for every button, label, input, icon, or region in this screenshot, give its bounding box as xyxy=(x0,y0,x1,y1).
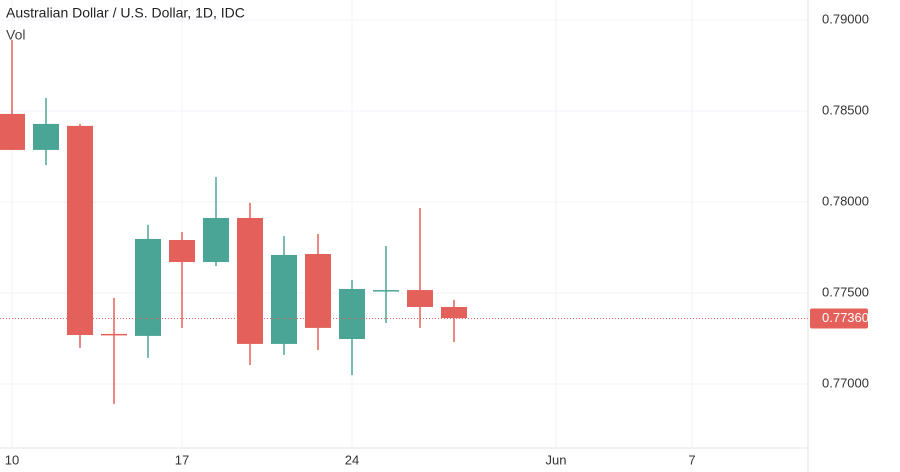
candle-body xyxy=(373,290,399,292)
candle-body xyxy=(407,290,433,307)
candle-body xyxy=(237,217,263,344)
candle-body xyxy=(305,254,331,328)
candle-body xyxy=(0,113,25,150)
candle-body xyxy=(339,288,365,340)
y-tick-label: 0.78000 xyxy=(822,193,869,208)
y-tick-label: 0.79000 xyxy=(822,11,869,26)
candle-body xyxy=(203,217,229,263)
x-tick-label: 10 xyxy=(5,452,19,467)
candle-body xyxy=(169,240,195,263)
x-tick-label: 24 xyxy=(345,452,359,467)
last-price-box xyxy=(810,308,868,329)
marks xyxy=(0,40,467,404)
chart-title: Australian Dollar / U.S. Dollar, 1D, IDC xyxy=(6,5,245,21)
last-price-label: 0.77360 xyxy=(822,310,869,325)
x-tick-label: Jun xyxy=(546,452,567,467)
candle-body xyxy=(441,306,467,319)
candle-body xyxy=(101,333,127,336)
y-tick-label: 0.77000 xyxy=(822,375,869,390)
y-tick-label: 0.78500 xyxy=(822,102,869,117)
candle-body xyxy=(33,123,59,150)
candle-body xyxy=(271,254,297,344)
candle-body xyxy=(135,238,161,336)
candle-body xyxy=(67,125,93,335)
x-tick-label: 17 xyxy=(175,452,189,467)
subtitle: Vol xyxy=(6,27,25,43)
x-tick-label: 7 xyxy=(688,452,695,467)
y-tick-label: 0.77500 xyxy=(822,284,869,299)
